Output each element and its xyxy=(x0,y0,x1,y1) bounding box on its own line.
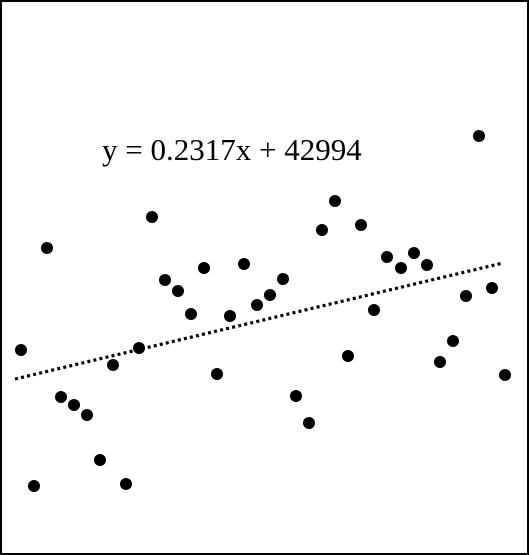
data-point-19 xyxy=(251,299,263,311)
data-point-15 xyxy=(198,262,210,274)
data-point-29 xyxy=(381,251,393,263)
data-point-1 xyxy=(15,344,27,356)
data-point-8 xyxy=(107,359,119,371)
data-point-23 xyxy=(303,417,315,429)
data-point-25 xyxy=(329,195,341,207)
data-point-31 xyxy=(408,247,420,259)
data-point-30 xyxy=(395,262,407,274)
data-point-13 xyxy=(172,285,184,297)
data-point-2 xyxy=(28,480,40,492)
data-point-28 xyxy=(368,304,380,316)
data-point-16 xyxy=(211,368,223,380)
data-point-14 xyxy=(185,308,197,320)
data-point-4 xyxy=(55,391,67,403)
data-point-33 xyxy=(434,356,446,368)
trendline xyxy=(14,261,504,381)
data-point-38 xyxy=(499,369,511,381)
data-points xyxy=(15,130,511,492)
data-point-12 xyxy=(159,274,171,286)
data-point-20 xyxy=(264,289,276,301)
data-point-22 xyxy=(290,390,302,402)
data-point-9 xyxy=(120,478,132,490)
data-point-10 xyxy=(133,342,145,354)
data-point-27 xyxy=(355,219,367,231)
data-point-11 xyxy=(146,211,158,223)
data-point-3 xyxy=(41,242,53,254)
data-point-18 xyxy=(238,258,250,270)
data-point-26 xyxy=(342,350,354,362)
data-point-21 xyxy=(277,273,289,285)
data-point-7 xyxy=(94,454,106,466)
data-point-37 xyxy=(486,282,498,294)
trendline-equation: y = 0.2317x + 42994 xyxy=(102,132,362,167)
data-point-35 xyxy=(460,290,472,302)
data-point-34 xyxy=(447,335,459,347)
data-point-5 xyxy=(68,399,80,411)
data-point-36 xyxy=(473,130,485,142)
data-point-17 xyxy=(224,310,236,322)
data-point-24 xyxy=(316,224,328,236)
data-point-6 xyxy=(81,409,93,421)
data-point-32 xyxy=(421,259,433,271)
